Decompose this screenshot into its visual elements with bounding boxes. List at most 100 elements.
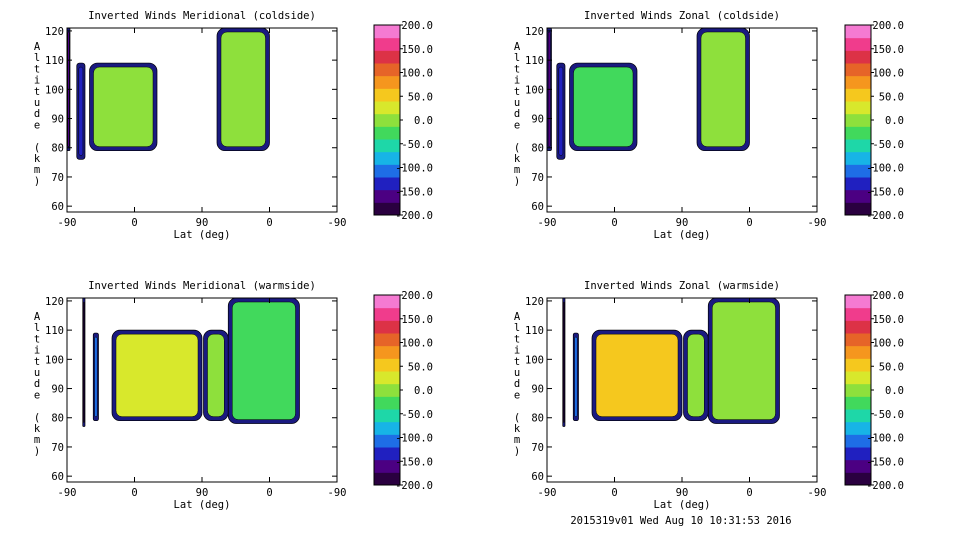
y-tick-label: 100 [45, 84, 64, 96]
colorbar-swatch [374, 409, 400, 423]
y-tick-label: 70 [531, 442, 544, 454]
x-tick-label: 0 [266, 217, 272, 229]
y-tick-label: 100 [525, 84, 544, 96]
colorbar-swatch [374, 333, 400, 347]
colorbar-swatch [374, 113, 400, 127]
colorbar-tick-label: -150.0 [395, 456, 433, 468]
footer-timestamp: 2015319v01 Wed Aug 10 10:31:53 2016 [570, 515, 791, 527]
colorbar-swatch [374, 421, 400, 435]
colorbar-swatch [374, 383, 400, 397]
colorbar-tick-label: 200.0 [872, 290, 904, 302]
colorbar-swatch [845, 139, 871, 153]
colorbar-tick-label: 50.0 [408, 91, 433, 103]
y-tick-label: 110 [525, 325, 544, 337]
y-tick-label: 80 [531, 413, 544, 425]
y-tick-label: 70 [531, 172, 544, 184]
y-tick-label: 80 [51, 413, 64, 425]
x-tick-label: 0 [131, 217, 137, 229]
colorbar-swatch [845, 421, 871, 435]
colorbar-tick-label: 50.0 [408, 361, 433, 373]
x-axis-label: Lat (deg) [174, 229, 231, 241]
colorbar-swatch [374, 371, 400, 385]
colorbar-tick-label: 150.0 [401, 314, 433, 326]
x-tick-label: -90 [58, 217, 77, 229]
colorbar-swatch [845, 101, 871, 115]
colorbar-tick-label: 0.0 [414, 385, 433, 397]
colorbar-swatch [845, 88, 871, 102]
colorbar-swatch [845, 358, 871, 372]
colorbar-swatch [374, 139, 400, 153]
colorbar: 200.0 150.0 100.0 50.0 0.0 -50.0 -100.0 -150.0 -… [373, 290, 433, 492]
colorbar-tick-label: 200.0 [401, 290, 433, 302]
data-region-core [595, 333, 679, 417]
y-tick-label: 60 [51, 471, 64, 483]
data-region-core [94, 336, 98, 417]
colorbar-tick-label: 100.0 [401, 338, 433, 350]
x-tick-label: 0 [611, 217, 617, 229]
y-tick-label: 110 [45, 55, 64, 67]
colorbar-swatch [374, 177, 400, 191]
data-region-core [115, 333, 199, 417]
chart-panel: Inverted Winds Zonal (coldside) 60 70 80 90 1… [514, 10, 904, 241]
colorbar-swatch [845, 345, 871, 359]
x-tick-label: 0 [266, 487, 272, 499]
y-tick-label: 90 [531, 384, 544, 396]
x-axis-label: Lat (deg) [654, 499, 711, 511]
data-region-core [700, 31, 746, 147]
x-tick-label: -90 [538, 217, 557, 229]
data-region-core [220, 31, 266, 147]
y-tick-label: 90 [531, 114, 544, 126]
data-layer [547, 28, 750, 160]
y-tick-label: 120 [45, 26, 64, 38]
data-region-core [573, 66, 634, 147]
x-axis-label: Lat (deg) [174, 499, 231, 511]
x-tick-label: 0 [131, 487, 137, 499]
y-tick-label: 90 [51, 384, 64, 396]
x-tick-label: -90 [328, 217, 347, 229]
colorbar-swatch [845, 320, 871, 334]
colorbar-tick-label: 100.0 [872, 68, 904, 80]
colorbar-swatch [845, 447, 871, 461]
chart-title: Inverted Winds Meridional (coldside) [88, 10, 316, 22]
x-tick-label: -90 [538, 487, 557, 499]
colorbar-swatch [374, 63, 400, 77]
colorbar-swatch [374, 189, 400, 203]
colorbar-swatch [374, 320, 400, 334]
colorbar-swatch [374, 88, 400, 102]
data-region-core [83, 301, 85, 423]
y-tick-label: 70 [51, 172, 64, 184]
x-tick-label: -90 [328, 487, 347, 499]
colorbar-swatch [845, 63, 871, 77]
x-tick-label: -90 [808, 487, 827, 499]
colorbar-swatch [845, 396, 871, 410]
colorbar: 200.0 150.0 100.0 50.0 0.0 -50.0 -100.0 -150.0 -… [373, 20, 433, 222]
colorbar-tick-label: -50.0 [401, 409, 433, 421]
y-tick-label: 90 [51, 114, 64, 126]
colorbar-swatch [845, 50, 871, 64]
x-tick-label: 90 [196, 217, 209, 229]
colorbar-swatch [374, 101, 400, 115]
colorbar-swatch [374, 151, 400, 165]
colorbar-tick-label: -50.0 [872, 409, 904, 421]
colorbar-tick-label: 50.0 [879, 361, 904, 373]
colorbar-tick-label: 150.0 [872, 314, 904, 326]
colorbar-tick-label: -100.0 [866, 433, 904, 445]
y-tick-label: 80 [531, 143, 544, 155]
colorbar-swatch [845, 333, 871, 347]
colorbar-swatch [845, 37, 871, 51]
colorbar-swatch [845, 307, 871, 321]
y-tick-label: 60 [531, 201, 544, 213]
x-axis-label: Lat (deg) [654, 229, 711, 241]
colorbar-swatch [845, 383, 871, 397]
colorbar-swatch [374, 358, 400, 372]
y-tick-label: 100 [45, 354, 64, 366]
colorbar-swatch [845, 126, 871, 140]
chart-panel: Inverted Winds Meridional (coldside) 60 70… [34, 10, 433, 241]
colorbar-swatch [374, 25, 400, 39]
y-tick-label: 120 [45, 296, 64, 308]
colorbar-swatch [374, 295, 400, 309]
x-tick-label: 0 [746, 487, 752, 499]
colorbar-swatch [845, 459, 871, 473]
